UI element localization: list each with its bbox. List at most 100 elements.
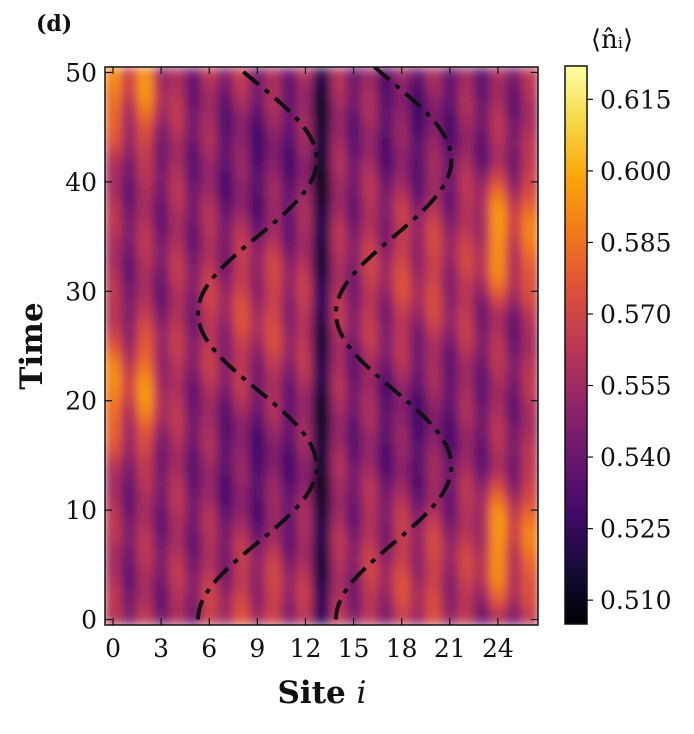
heatmap-cell bbox=[465, 477, 475, 484]
heatmap-cell bbox=[433, 488, 443, 495]
heatmap-cell bbox=[401, 269, 411, 276]
heatmap-cell bbox=[177, 77, 186, 85]
heatmap-cell bbox=[433, 94, 443, 101]
heatmap-cell bbox=[273, 455, 283, 462]
heatmap-cell bbox=[329, 263, 339, 271]
heatmap-cell bbox=[249, 346, 258, 353]
heatmap-cell bbox=[529, 170, 538, 178]
heatmap-cell bbox=[321, 280, 331, 287]
heatmap-cell bbox=[377, 220, 387, 227]
heatmap-cell bbox=[209, 378, 218, 385]
heatmap-cell bbox=[457, 378, 467, 385]
heatmap-cell bbox=[297, 400, 307, 407]
heatmap-cell bbox=[241, 154, 250, 161]
heatmap-cell bbox=[145, 225, 154, 232]
heatmap-cell bbox=[441, 203, 451, 210]
heatmap-cell bbox=[193, 417, 202, 424]
heatmap-cell bbox=[489, 504, 499, 511]
heatmap-cell bbox=[161, 285, 170, 292]
heatmap-cell bbox=[401, 83, 411, 90]
heatmap-cell bbox=[145, 411, 154, 418]
heatmap-cell bbox=[353, 138, 363, 145]
heatmap-cell bbox=[465, 280, 475, 287]
heatmap-cell bbox=[225, 433, 234, 440]
heatmap-cell bbox=[369, 83, 379, 90]
heatmap-cell bbox=[225, 384, 234, 391]
heatmap-cell bbox=[521, 307, 531, 314]
heatmap-cell bbox=[465, 231, 475, 238]
heatmap-cell bbox=[105, 225, 114, 232]
heatmap-cell bbox=[105, 526, 114, 533]
heatmap-cell bbox=[281, 335, 291, 342]
heatmap-cell bbox=[401, 455, 411, 462]
heatmap-cell bbox=[169, 444, 178, 451]
heatmap-cell bbox=[297, 280, 307, 287]
heatmap-cell bbox=[209, 105, 218, 112]
heatmap-cell bbox=[473, 296, 483, 303]
heatmap-cell bbox=[393, 542, 403, 550]
heatmap-cell bbox=[369, 510, 379, 517]
heatmap-cell bbox=[425, 439, 435, 446]
heatmap-cell bbox=[321, 351, 331, 358]
heatmap-cell bbox=[369, 428, 379, 435]
heatmap-cell bbox=[329, 455, 339, 462]
heatmap-cell bbox=[289, 488, 299, 495]
heatmap-cell bbox=[313, 192, 323, 199]
heatmap-cell bbox=[177, 400, 186, 407]
heatmap-cell bbox=[417, 367, 427, 374]
heatmap-cell bbox=[225, 181, 234, 188]
heatmap-cell bbox=[385, 181, 395, 188]
heatmap-cell bbox=[161, 493, 170, 500]
heatmap-cell bbox=[105, 356, 114, 364]
heatmap-cell bbox=[377, 291, 387, 298]
heatmap-cell bbox=[313, 99, 323, 106]
heatmap-cell bbox=[241, 176, 250, 183]
heatmap-cell bbox=[353, 72, 363, 79]
heatmap-cell bbox=[521, 510, 531, 517]
heatmap-cell bbox=[113, 411, 122, 418]
heatmap-cell bbox=[449, 488, 459, 495]
heatmap-cell bbox=[489, 160, 499, 167]
heatmap-cell bbox=[489, 313, 499, 320]
heatmap-cell bbox=[353, 329, 363, 336]
heatmap-cell bbox=[385, 170, 395, 178]
heatmap-cell bbox=[329, 526, 339, 533]
heatmap-cell bbox=[121, 422, 130, 429]
heatmap-cell bbox=[177, 105, 186, 112]
heatmap-cell bbox=[185, 318, 194, 325]
heatmap-cell bbox=[161, 444, 170, 451]
heatmap-cell bbox=[217, 253, 226, 260]
heatmap-cell bbox=[105, 154, 114, 161]
heatmap-cell bbox=[209, 138, 218, 145]
heatmap-cell bbox=[337, 428, 347, 435]
heatmap-cell bbox=[521, 187, 531, 194]
heatmap-cell bbox=[521, 400, 531, 407]
heatmap-cell bbox=[465, 526, 475, 533]
heatmap-cell bbox=[313, 395, 323, 402]
heatmap-cell bbox=[145, 307, 154, 314]
heatmap-cell bbox=[385, 88, 395, 95]
heatmap-cell bbox=[369, 154, 379, 161]
heatmap-cell bbox=[225, 313, 234, 320]
heatmap-cell bbox=[329, 406, 339, 413]
heatmap-cell bbox=[505, 110, 515, 117]
heatmap-cell bbox=[353, 242, 363, 249]
heatmap-cell bbox=[145, 318, 154, 325]
heatmap-cell bbox=[513, 384, 523, 391]
heatmap-cell bbox=[145, 269, 154, 276]
heatmap-cell bbox=[465, 181, 475, 188]
heatmap-cell bbox=[425, 253, 435, 260]
heatmap-cell bbox=[489, 526, 499, 533]
heatmap-cell bbox=[417, 291, 427, 298]
heatmap-cell bbox=[241, 307, 250, 314]
heatmap-cell bbox=[473, 253, 483, 260]
heatmap-cell bbox=[281, 367, 291, 374]
heatmap-cell bbox=[137, 406, 146, 413]
heatmap-cell bbox=[385, 165, 395, 172]
heatmap-cell bbox=[377, 346, 387, 353]
heatmap-cell bbox=[345, 313, 355, 320]
heatmap-cell bbox=[257, 143, 266, 150]
heatmap-cell bbox=[409, 296, 419, 303]
heatmap-cell bbox=[449, 340, 459, 347]
heatmap-cell bbox=[513, 132, 523, 139]
